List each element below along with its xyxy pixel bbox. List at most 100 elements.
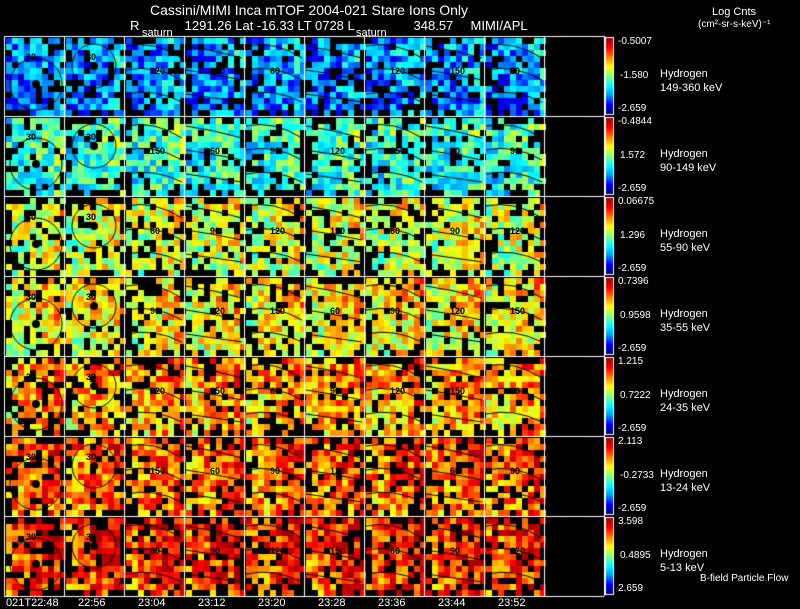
time-tick-label: 23:36: [378, 597, 406, 609]
colorbar-mid-label: 0.7222: [620, 390, 651, 401]
contour-label: 60: [510, 66, 521, 76]
contour-label: 150: [330, 546, 346, 556]
contour-label: 150: [150, 466, 166, 476]
contour-label: 150: [330, 226, 346, 236]
contour-label: 60: [210, 466, 221, 476]
contour-label: 90: [510, 466, 521, 476]
contour-label: 30: [26, 212, 37, 222]
plot-title: Cassini/MIMI Inca mTOF 2004-021 Stare Io…: [150, 2, 468, 18]
time-tick-label: 23:52: [498, 597, 526, 609]
l-value: 348.57: [413, 18, 454, 33]
channel-species-label: Hydrogen: [660, 148, 708, 160]
channel-species-label: Hydrogen: [660, 68, 708, 80]
bfield-legend: B-field Particle Flow: [700, 573, 789, 584]
contour-label: 60: [270, 386, 281, 396]
contour-label: 60: [390, 226, 401, 236]
channel-species-label: Hydrogen: [660, 468, 708, 480]
contour-label: 30: [86, 532, 97, 542]
channel-energy-label: 90-149 keV: [660, 162, 717, 174]
channel-species-label: Hydrogen: [660, 228, 708, 240]
colorbar-min-label: -2.659: [618, 103, 647, 114]
channel-energy-label: 35-55 keV: [660, 322, 711, 334]
channel-energy-label: 24-35 keV: [660, 402, 711, 414]
radius-label: R: [130, 18, 140, 33]
contour-label: 60: [450, 146, 461, 156]
channel-species-label: Hydrogen: [660, 548, 708, 560]
contour-label: 90: [270, 466, 281, 476]
contour-label: 30: [86, 212, 97, 222]
colorbar-mid-label: -0.2733: [620, 470, 654, 481]
contour-label: 120: [270, 226, 286, 236]
contour-label: 120: [270, 546, 286, 556]
contour-label: 90: [510, 146, 521, 156]
colorbar-max-label: 0.06675: [618, 196, 655, 207]
colorbar-max-label: -0.4844: [618, 116, 652, 127]
contour-label: 30: [26, 452, 37, 462]
time-tick-label: 22:56: [78, 597, 106, 609]
colorbar-max-label: -0.5007: [618, 36, 652, 47]
contour-label: 120: [510, 546, 526, 556]
time-tick-label: 23:20: [258, 597, 286, 609]
contour-label: 60: [390, 546, 401, 556]
contour-label: 30: [26, 292, 37, 302]
contour-label: 90: [450, 546, 461, 556]
contour-label: 30: [86, 452, 97, 462]
contour-label: 150: [510, 306, 526, 316]
contour-label: 90: [450, 226, 461, 236]
contour-label: 120: [150, 66, 166, 76]
contour-label: 120: [210, 306, 226, 316]
time-tick-label: 23:12: [198, 597, 226, 609]
contour-label: 90: [390, 306, 401, 316]
saturn-label: saturn: [356, 27, 387, 39]
contour-label: 150: [150, 146, 166, 156]
contour-label: 30: [86, 52, 97, 62]
colorbar-min-label: -2.659: [618, 423, 647, 434]
position-info: 1291.26 Lat -16.33 LT 0728 L: [184, 18, 355, 33]
contour-label: 90: [150, 306, 161, 316]
colorbar-mid-label: 0.9598: [620, 310, 651, 321]
contour-label: 150: [270, 306, 286, 316]
contour-label: 120: [330, 146, 346, 156]
plot-subtitle: R 1291.26 Lat -16.33 LT 0728 L 348.57 MI…: [130, 18, 528, 33]
contour-label: 30: [26, 532, 37, 542]
colorbar-mid-label: 0.4895: [620, 550, 651, 561]
contour-label: 30: [26, 372, 37, 382]
contour-label: 150: [390, 146, 406, 156]
contour-label: 150: [450, 66, 466, 76]
colorbar-mid-label: 1.572: [620, 150, 646, 161]
contour-label: 150: [450, 386, 466, 396]
contour-label: 120: [330, 466, 346, 476]
channel-energy-label: 5-13 keV: [660, 562, 705, 574]
channel-energy-label: 55-90 keV: [660, 242, 711, 254]
contour-label: 120: [450, 306, 466, 316]
contour-label: 60: [510, 386, 521, 396]
time-tick-label: 23:28: [318, 597, 346, 609]
contour-label: 60: [150, 546, 161, 556]
colorbar-max-label: 1.215: [618, 356, 644, 367]
channel-energy-label: 13-24 keV: [660, 482, 711, 494]
time-tick-label: 021T22:48: [6, 597, 59, 609]
colorbar-min-label: -2.659: [618, 343, 647, 354]
contour-label: 30: [86, 292, 97, 302]
contour-label: 90: [210, 226, 221, 236]
contour-label: 60: [330, 306, 341, 316]
contour-label: 150: [390, 466, 406, 476]
colorbar-min-label: -2.659: [618, 183, 647, 194]
channel-species-label: Hydrogen: [660, 308, 708, 320]
contour-label: 120: [150, 386, 166, 396]
time-tick-label: 23:44: [438, 597, 466, 609]
channel-species-label: Hydrogen: [660, 388, 708, 400]
contour-label: 60: [210, 146, 221, 156]
contour-label: 90: [330, 66, 341, 76]
contour-label: 90: [270, 146, 281, 156]
colorbar-units: (cm²-sr-s-keV)⁻¹: [698, 19, 771, 30]
colorbar-max-label: 2.113: [618, 436, 643, 447]
contour-label: 90: [330, 386, 341, 396]
colorbar-min-label: -2.659: [618, 503, 647, 514]
channel-energy-label: 149-360 keV: [660, 82, 723, 94]
contour-label: 60: [450, 466, 461, 476]
contour-label: 30: [26, 52, 37, 62]
saturn-label: saturn: [142, 27, 173, 39]
time-tick-label: 23:04: [138, 597, 166, 609]
